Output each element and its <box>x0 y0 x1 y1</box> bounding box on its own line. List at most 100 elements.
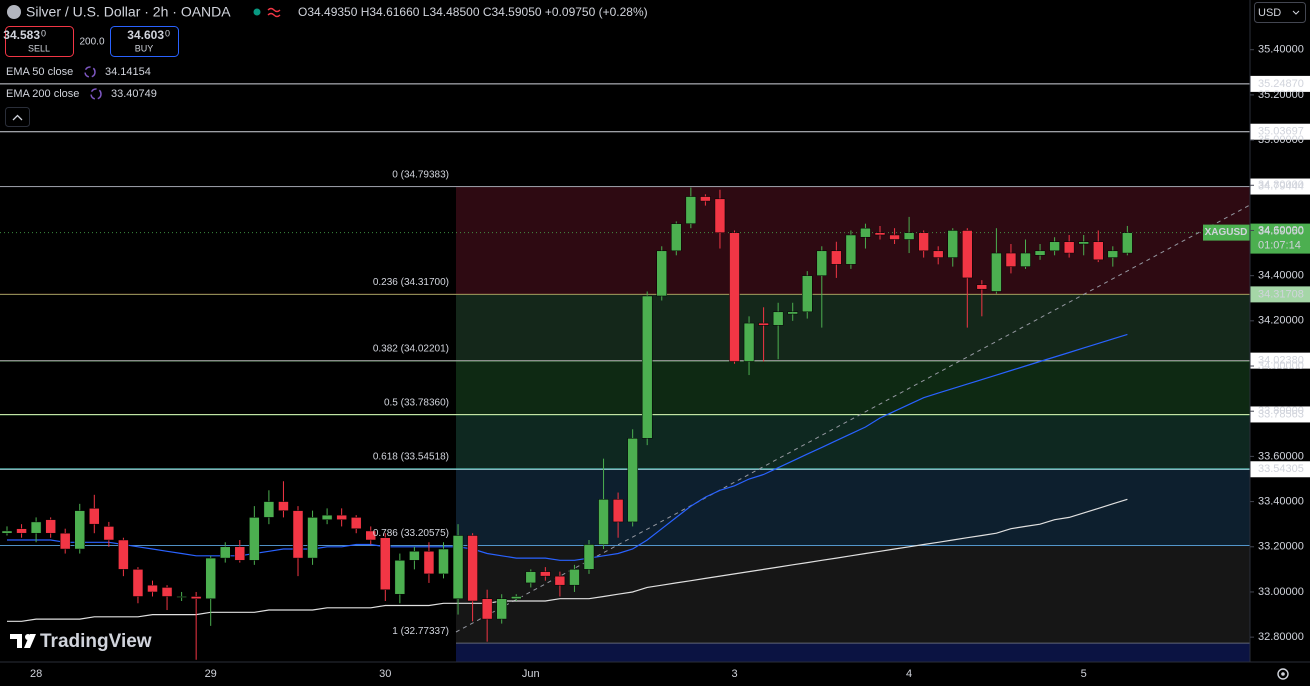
currency: USD <box>1258 7 1281 19</box>
candle-body <box>307 517 318 559</box>
symbol-title: Silver / U.S. Dollar · 2h · OANDA <box>26 4 231 20</box>
fib-label: 1 (32.77337) <box>392 626 449 637</box>
y-tick-label: 35.40000 <box>1258 44 1304 56</box>
candle-body <box>962 230 973 279</box>
candle-body <box>1063 241 1075 254</box>
candle-body <box>249 517 260 561</box>
candle-body <box>903 232 915 240</box>
candle-body <box>496 598 507 620</box>
last-price-tag <box>1250 223 1310 254</box>
x-tick-label: Jun <box>522 668 540 680</box>
candle-body <box>1093 241 1104 261</box>
candle-body <box>423 551 435 575</box>
candle-body <box>612 499 624 523</box>
candle-body <box>554 575 566 586</box>
candle-body <box>627 438 638 523</box>
y-tick-label: 34.20000 <box>1258 315 1304 327</box>
sell-button[interactable] <box>5 26 74 57</box>
candle-body <box>772 311 784 326</box>
currency-button[interactable] <box>1254 2 1306 23</box>
candle-body <box>234 546 246 561</box>
symbol-icon <box>7 5 21 19</box>
level-tag-label: 34.79444 <box>1258 180 1304 192</box>
level-tag <box>1250 461 1310 478</box>
buy-price-suffix: 0 <box>165 28 170 38</box>
legend-icon <box>90 88 102 100</box>
candle-body <box>190 596 202 599</box>
candle-body <box>118 539 129 570</box>
candle-body <box>743 322 755 362</box>
level-tag <box>1250 286 1310 303</box>
candle-body <box>336 514 347 520</box>
candle-body <box>598 499 609 545</box>
watermark: TradingView <box>40 631 152 652</box>
candle-body <box>1078 241 1089 245</box>
fib-label: 0.236 (34.31700) <box>373 277 449 288</box>
candle-body <box>831 250 842 265</box>
legend-icon <box>84 66 96 78</box>
y-tick-label: 34.80000 <box>1258 179 1304 191</box>
last-price-label: 34.59050 <box>1258 226 1304 238</box>
ema-line <box>7 498 1128 622</box>
candle-body <box>860 227 871 238</box>
candle-body <box>583 544 595 570</box>
y-tick-label: 33.80000 <box>1258 405 1304 417</box>
candle-body <box>714 198 726 233</box>
y-tick-label: 33.40000 <box>1258 495 1304 507</box>
collapse-icon <box>12 114 23 121</box>
currency-caret <box>1292 10 1300 15</box>
candle-body <box>176 596 187 598</box>
candle-body <box>74 510 85 550</box>
candle-body <box>1 530 13 534</box>
candle-body <box>1020 252 1031 267</box>
fib-label: 0.382 (34.02201) <box>373 344 449 355</box>
fib-zone <box>456 643 1250 662</box>
candle-body <box>889 234 900 240</box>
fib-zone <box>456 361 1250 415</box>
sell-price-suffix: 0 <box>41 28 46 38</box>
last-price-symbol: XAGUSD <box>1205 227 1248 238</box>
candle-body <box>976 284 988 290</box>
buy-button[interactable] <box>110 26 179 57</box>
candle-body <box>1034 250 1046 256</box>
x-tick-label: 5 <box>1081 668 1087 680</box>
candle-body <box>16 528 27 534</box>
candle-body <box>161 587 173 597</box>
candle-body <box>685 196 697 224</box>
candle-body <box>569 569 580 586</box>
level-tag-label: 34.31708 <box>1258 288 1304 300</box>
candle-body <box>365 530 376 541</box>
candle-body <box>874 232 886 236</box>
level-tag-label: 35.03697 <box>1258 126 1304 138</box>
candle-body <box>59 532 71 550</box>
candle-body <box>103 526 115 541</box>
candle-body <box>205 557 216 599</box>
candle-body <box>511 596 522 599</box>
candle-body <box>321 514 333 520</box>
settings-icon[interactable] <box>1277 668 1289 680</box>
legend-value: 34.14154 <box>105 66 151 78</box>
y-tick-label: 34.00000 <box>1258 360 1304 372</box>
x-tick-label: 4 <box>906 668 912 680</box>
y-tick-label: 34.40000 <box>1258 270 1304 282</box>
watermark-logo <box>25 634 31 640</box>
ohlc: O34.49350 H34.61660 L34.48500 C34.59050 … <box>298 5 648 19</box>
sell-label: SELL <box>28 43 50 53</box>
candle-body <box>1107 250 1119 258</box>
buy-price: 34.603 <box>127 28 164 42</box>
last-price-countdown: 01:07:14 <box>1258 240 1301 252</box>
y-tick-label: 35.20000 <box>1258 89 1304 101</box>
candle-body <box>641 295 653 439</box>
collapse-button[interactable] <box>5 107 30 127</box>
level-tag-label: 33.78563 <box>1258 408 1304 420</box>
fib-label: 0.786 (33.20575) <box>373 528 449 539</box>
level-tag-label: 35.24870 <box>1258 78 1304 90</box>
candle-body <box>758 322 769 326</box>
candle-body <box>394 560 406 595</box>
y-tick-label: 34.60000 <box>1258 224 1304 236</box>
candles <box>1 187 1133 660</box>
indicators <box>7 333 1128 622</box>
buy-label: BUY <box>135 43 154 53</box>
ema-line <box>7 333 1128 561</box>
y-tick-label: 35.00000 <box>1258 134 1304 146</box>
